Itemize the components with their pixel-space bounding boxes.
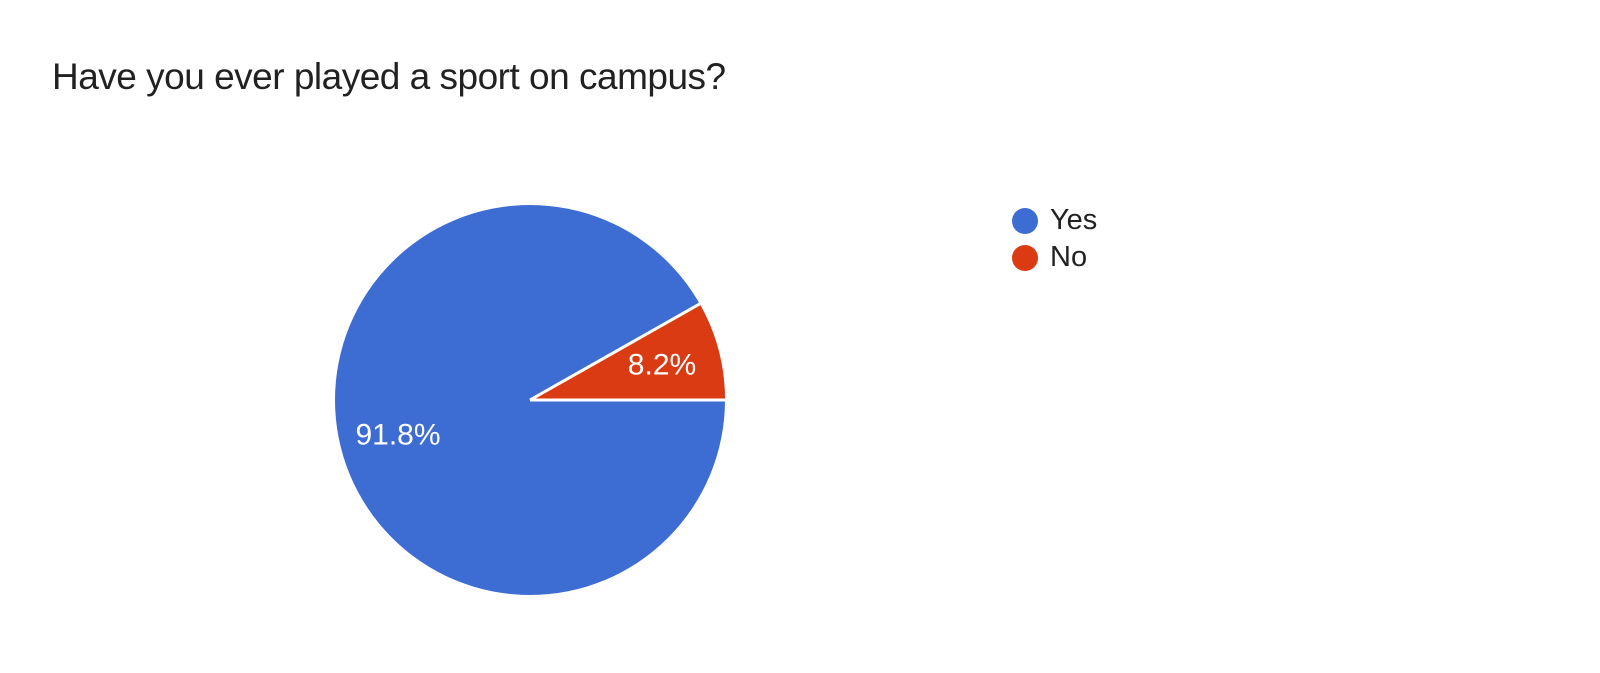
pie-slice-no[interactable] [530, 303, 725, 400]
legend-item-no: No [1012, 239, 1097, 276]
pie-label-no: 8.2% [628, 349, 696, 382]
legend-label-yes: Yes [1050, 204, 1098, 236]
legend-swatch-yes-icon [1012, 207, 1038, 234]
legend-label-no: No [1050, 241, 1088, 273]
legend-swatch-no-icon [1012, 244, 1038, 271]
pie-label-yes: 91.8% [355, 418, 440, 451]
slice-separator [529, 302, 701, 402]
legend: Yes No [1012, 202, 1097, 276]
chart-title: Have you ever played a sport on campus? [52, 56, 726, 97]
legend-item-yes: Yes [1012, 202, 1097, 239]
